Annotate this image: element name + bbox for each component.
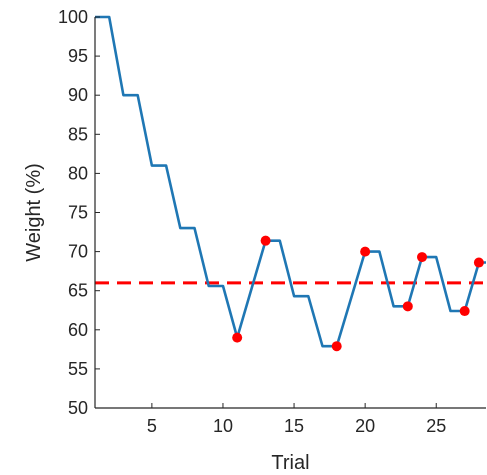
y-tick-label: 70 (68, 242, 88, 262)
y-tick-label: 85 (68, 124, 88, 144)
x-axis-label: Trial (271, 452, 309, 474)
x-tick-label: 5 (147, 416, 157, 436)
x-tick-label: 10 (213, 416, 233, 436)
reversal-point (459, 306, 470, 317)
y-tick-label: 95 (68, 46, 88, 66)
reversal-point (417, 252, 428, 263)
reversal-point (232, 332, 243, 343)
weight-series-line (95, 15, 486, 348)
reversal-point (331, 341, 342, 352)
y-tick-label: 65 (68, 281, 88, 301)
y-tick-label: 55 (68, 359, 88, 379)
x-tick-label: 25 (426, 416, 446, 436)
y-tick-label: 90 (68, 85, 88, 105)
x-tick-label: 15 (284, 416, 304, 436)
y-tick-label: 80 (68, 163, 88, 183)
reversal-point (402, 301, 413, 312)
reversal-point (360, 246, 371, 257)
y-tick-label: 60 (68, 320, 88, 340)
y-tick-label: 75 (68, 203, 88, 223)
axes: 50 55 60 65 70 75 80 85 90 95 100 5 10 15 20 25 (58, 7, 486, 436)
reversal-point (260, 235, 271, 246)
plot-area (95, 15, 486, 352)
y-tick-label: 50 (68, 398, 88, 418)
reversal-point (473, 257, 484, 268)
x-tick-label: 20 (355, 416, 375, 436)
y-axis-label: Weight (%) (23, 163, 45, 262)
y-tick-label: 100 (58, 7, 88, 27)
